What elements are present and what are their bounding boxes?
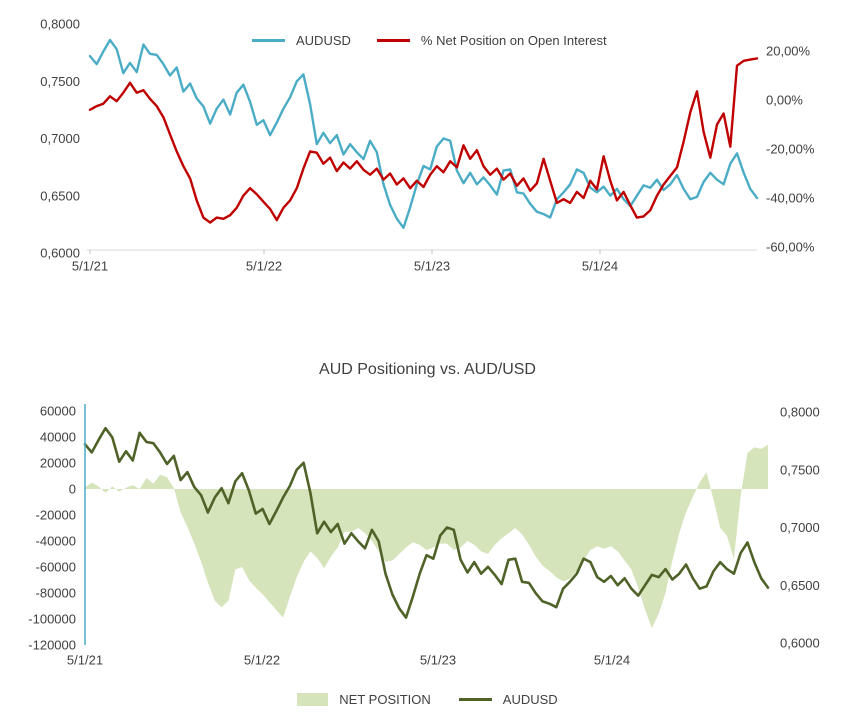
left-axis-tick-label: 0,7500 xyxy=(40,74,80,89)
top-chart-canvas: 0,8000 0,7500 0,7000 0,6500 0,6000 20,00% 0,00… xyxy=(40,17,815,274)
x-axis-tick-label: 5/1/21 xyxy=(72,259,108,274)
right-axis-tick-label: -20,00% xyxy=(766,142,815,157)
left-axis-tick-label: 0,7000 xyxy=(40,131,80,146)
net-position-on-open-interest-line-series-1 xyxy=(88,57,759,224)
bottom-chart-title: AUD Positioning vs. AUD/USD xyxy=(319,361,536,378)
left-axis-tick-label: 0,6500 xyxy=(40,188,80,203)
left-axis-tick-label: 60000 xyxy=(40,404,76,419)
left-axis-tick-label: 20000 xyxy=(40,456,76,471)
bottom-chart-legend: NET POSITION AUDUSD xyxy=(0,692,855,707)
x-axis-tick-label: 5/1/24 xyxy=(594,653,630,668)
right-axis-tick-label: 0,7000 xyxy=(780,520,820,535)
left-axis-tick-label: 0,6000 xyxy=(40,246,80,261)
left-axis-tick-label: -60000 xyxy=(36,560,76,575)
left-axis-tick-label: -120000 xyxy=(28,638,76,653)
audusd-bottom-legend-label: AUDUSD xyxy=(502,692,558,707)
net-position-pct-legend-label: % Net Position on Open Interest xyxy=(420,33,607,48)
left-axis-tick-label: -40000 xyxy=(36,534,76,549)
net-position-pct-line-swatch xyxy=(376,39,410,42)
legend-item-audusd: AUDUSD xyxy=(252,33,351,48)
right-axis-tick-label: 0,00% xyxy=(766,93,803,108)
left-axis-tick-label: 0 xyxy=(69,482,76,497)
left-axis-tick-label: 40000 xyxy=(40,430,76,445)
x-axis-tick-label: 5/1/23 xyxy=(420,653,456,668)
legend-item-audusd-bottom: AUDUSD xyxy=(458,692,558,707)
right-axis-tick-label: 0,7500 xyxy=(780,462,820,477)
top-chart-legend: AUDUSD % Net Position on Open Interest xyxy=(252,33,607,48)
right-axis-tick-label: 0,6000 xyxy=(780,636,820,651)
left-axis-tick-label: -80000 xyxy=(36,586,76,601)
left-axis-tick-label: -20000 xyxy=(36,508,76,523)
right-axis-tick-label: 0,8000 xyxy=(780,405,820,420)
audusd-line-series-0 xyxy=(88,38,759,230)
net-position-area-swatch xyxy=(297,693,329,706)
legend-item-net-position-pct: % Net Position on Open Interest xyxy=(376,33,607,48)
x-axis-tick-label: 5/1/22 xyxy=(246,259,282,274)
audusd-bottom-line-swatch xyxy=(458,698,492,701)
right-axis-tick-label: -40,00% xyxy=(766,191,815,206)
x-axis-tick-label: 5/1/24 xyxy=(582,259,618,274)
legend-item-net-position: NET POSITION xyxy=(297,692,431,707)
net-position-legend-label: NET POSITION xyxy=(339,692,431,707)
right-axis-tick-label: -60,00% xyxy=(766,240,815,255)
x-axis-tick-label: 5/1/23 xyxy=(414,259,450,274)
left-axis-tick-label: 0,8000 xyxy=(40,17,80,32)
left-axis-tick-label: -100000 xyxy=(28,612,76,627)
net-position-area xyxy=(85,444,768,629)
audusd-line-swatch xyxy=(252,39,285,42)
x-axis-tick-label: 5/1/22 xyxy=(244,653,280,668)
bottom-chart-canvas: 60000 40000 20000 0 -20000 -40000 -60000 -80000… xyxy=(28,404,820,668)
x-axis-tick-label: 5/1/21 xyxy=(67,653,103,668)
right-axis-tick-label: 0,6500 xyxy=(780,578,820,593)
audusd-legend-label: AUDUSD xyxy=(296,33,351,48)
audusd-line-series-1 xyxy=(83,426,770,619)
right-axis-tick-label: 20,00% xyxy=(766,44,811,59)
